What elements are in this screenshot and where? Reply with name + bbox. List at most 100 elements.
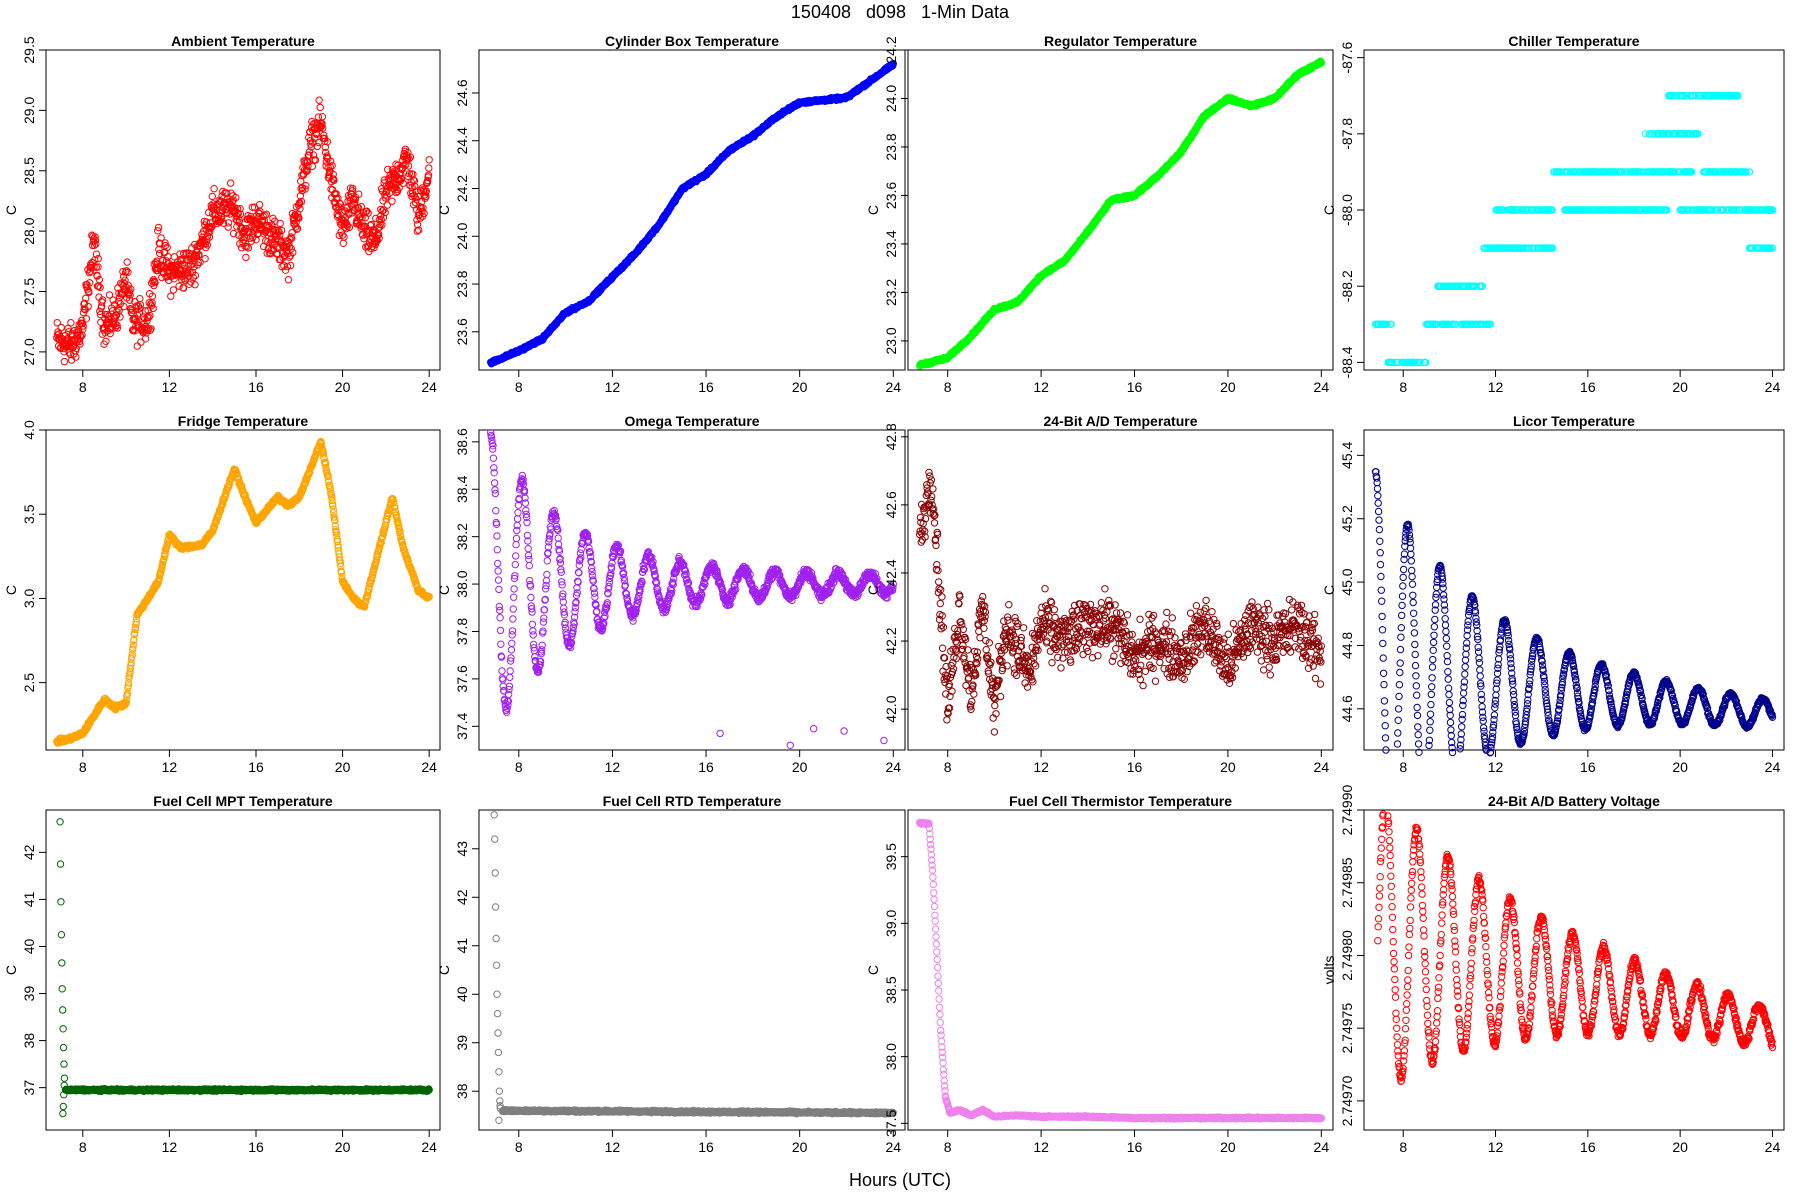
x-tick-label: 20 (792, 379, 808, 395)
data-points (53, 96, 433, 366)
data-point (60, 348, 68, 356)
x-tick-label: 24 (421, 379, 437, 395)
y-tick-label: 24.0 (454, 222, 470, 249)
chart-title: Cylinder Box Temperature (605, 33, 779, 49)
y-tick-label: -88.0 (1339, 194, 1355, 226)
data-point (136, 295, 144, 303)
y-tick-label: -87.8 (1339, 118, 1355, 150)
data-point (229, 229, 238, 238)
data-point (109, 296, 117, 304)
data-point (127, 285, 135, 293)
y-tick-label: 3.0 (21, 588, 37, 608)
data-point (91, 236, 100, 244)
data-point (232, 193, 240, 202)
data-point (315, 96, 323, 104)
data-point (154, 223, 163, 232)
data-point (76, 340, 84, 348)
x-tick-label: 8 (79, 759, 87, 775)
data-point (195, 251, 203, 259)
data-point (156, 249, 164, 258)
y-tick-label: 3.5 (21, 504, 37, 524)
data-point (167, 292, 175, 300)
data-point (90, 241, 99, 250)
data-point (82, 315, 91, 323)
data-point (161, 239, 169, 247)
y-tick-label: 23.6 (454, 318, 470, 345)
data-point (276, 219, 284, 228)
data-point (144, 325, 153, 333)
data-point (163, 243, 171, 252)
y-tick-label: 28.5 (21, 157, 37, 184)
chart-title: Ambient Temperature (171, 33, 315, 49)
data-point (184, 269, 192, 277)
data-point (123, 258, 131, 266)
data-point (165, 276, 173, 285)
data-point (72, 353, 80, 361)
data-point (56, 333, 64, 341)
data-point (77, 332, 85, 341)
x-tick-label: 12 (605, 379, 621, 395)
data-point (136, 304, 144, 313)
data-point (169, 286, 178, 294)
data-point (224, 223, 232, 231)
chart-title: Fridge Temperature (178, 413, 309, 429)
data-point (111, 320, 120, 328)
y-axis-label: C (3, 585, 19, 595)
y-tick-label: 24.2 (454, 175, 470, 202)
data-point (64, 342, 73, 350)
data-point (113, 324, 122, 332)
data-point (128, 306, 136, 314)
data-point (148, 292, 157, 300)
x-tick-label: 8 (944, 379, 952, 395)
data-point (72, 344, 81, 353)
page-title: 150408 d098 1-Min Data (790, 2, 1010, 22)
data-point (203, 236, 211, 244)
y-tick-label: 27.0 (21, 338, 37, 365)
y-axis-label: C (865, 205, 881, 215)
data-point (196, 258, 204, 266)
data-point (53, 319, 61, 327)
data-point (155, 239, 164, 247)
data-point (65, 349, 73, 357)
data-point (125, 286, 133, 294)
data-point (219, 219, 228, 227)
y-tick-label: 23.8 (883, 133, 899, 160)
y-tick-label: 23.0 (883, 327, 899, 354)
data-point (79, 322, 87, 330)
data-point (121, 276, 129, 284)
data-point (114, 297, 123, 306)
data-point (85, 288, 93, 297)
x-tick-label: 16 (1580, 379, 1596, 395)
plot-frame (45, 49, 441, 371)
data-point (88, 258, 96, 267)
data-point (116, 313, 124, 321)
data-point (103, 310, 112, 319)
x-tick-label: 12 (1033, 379, 1049, 395)
x-tick-label: 24 (886, 379, 902, 395)
y-tick-label: 2.5 (21, 673, 37, 693)
data-point (89, 237, 98, 246)
data-point (179, 284, 188, 292)
data-point (120, 302, 128, 311)
y-tick-label: 28.0 (21, 217, 37, 244)
data-point (318, 113, 327, 121)
y-tick-label: 24.6 (454, 79, 470, 106)
data-point (284, 276, 293, 284)
data-point (85, 268, 94, 277)
data-point (102, 337, 110, 345)
data-point (242, 253, 250, 262)
data-point (207, 223, 215, 232)
y-axis-label: C (436, 205, 452, 215)
data-point (147, 325, 155, 333)
data-point (105, 291, 114, 299)
x-tick-label: 12 (162, 379, 178, 395)
y-tick-label: 24.0 (883, 85, 899, 112)
data-point (113, 321, 121, 330)
data-point (149, 304, 157, 313)
data-point (94, 254, 103, 263)
data-point (92, 240, 100, 248)
